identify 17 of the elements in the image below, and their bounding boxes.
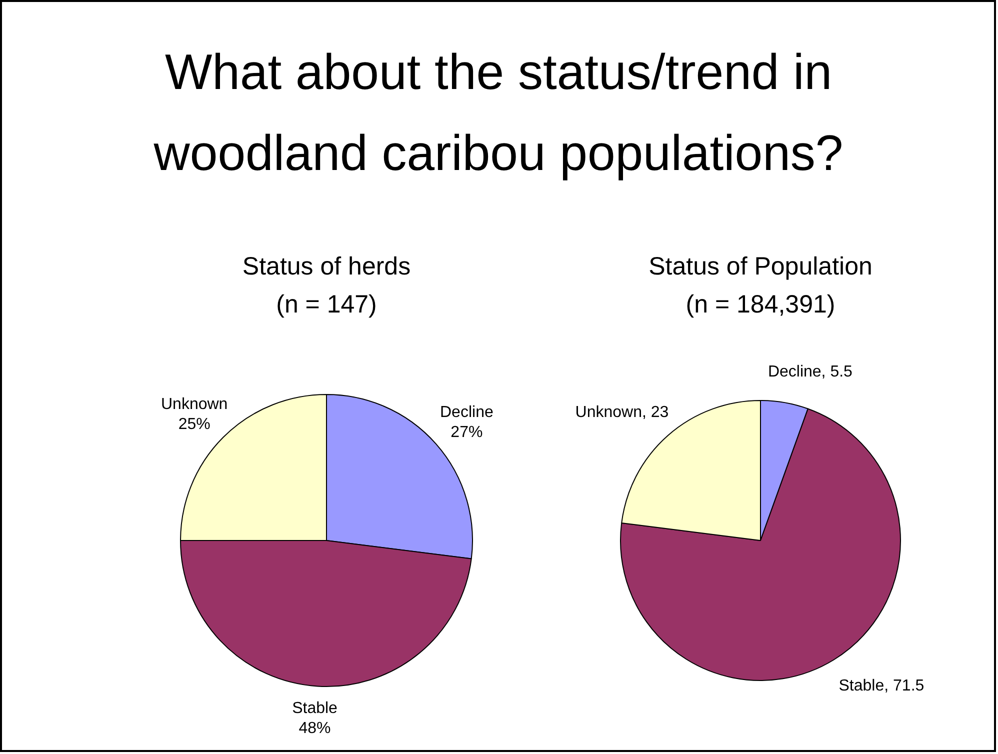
data-label: , 23 <box>642 404 669 421</box>
data-label: 48% <box>298 720 331 737</box>
data-label: , 71.5 <box>884 678 924 695</box>
slice-label: Unknown <box>161 396 228 414</box>
chart-subtitle: (n = 184,391) <box>686 290 836 318</box>
data-label: , 5.5 <box>821 364 853 381</box>
data-label: 25% <box>178 416 210 434</box>
chart-title: Status of herds <box>242 252 411 280</box>
text: What about the status/trend in woodland caribou populations? <box>152 44 844 182</box>
chart-title: Status of Population <box>648 252 872 280</box>
slice-label: Decline <box>768 364 822 381</box>
data-label: 27% <box>450 424 483 442</box>
slice-label: Stable <box>838 678 884 695</box>
slice-label: Unknown <box>575 404 642 421</box>
chart-subtitle: (n = 147) <box>276 290 377 318</box>
slice-label: Decline <box>440 404 494 422</box>
slice-label: Stable <box>292 700 338 717</box>
